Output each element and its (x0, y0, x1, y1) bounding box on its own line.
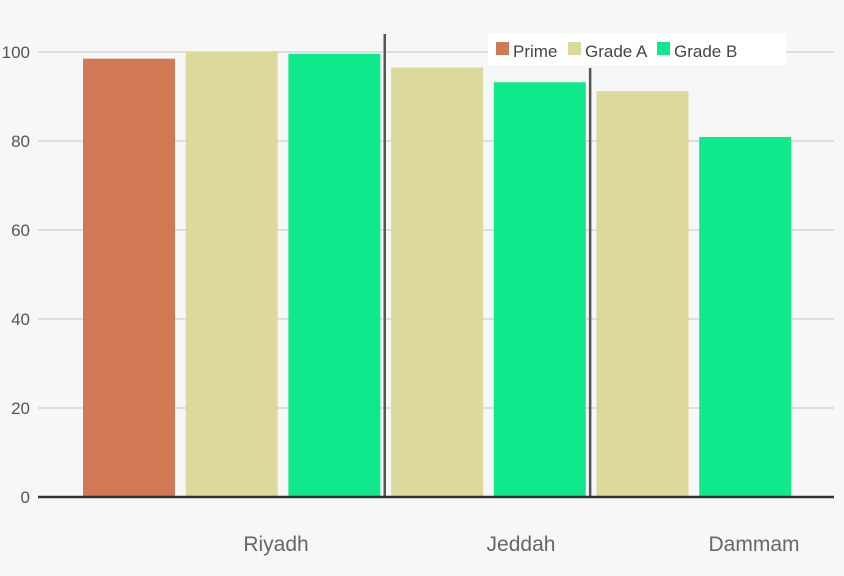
x-tick-label: Dammam (708, 533, 799, 556)
bar-jeddah-grade-b[interactable] (493, 82, 586, 497)
bar-riyadh-prime[interactable] (83, 58, 175, 498)
legend-swatch (568, 42, 581, 55)
legend[interactable]: Prime Grade A Grade B (488, 33, 786, 65)
legend-swatch (496, 42, 509, 55)
legend-label: Prime (513, 42, 557, 61)
y-tick-label: 40 (11, 310, 30, 329)
legend-box (488, 33, 786, 65)
y-tick-label: 0 (21, 488, 30, 507)
bar-riyadh-grade-a[interactable] (185, 52, 278, 497)
bar-dammam-grade-a[interactable] (596, 91, 689, 497)
bar-jeddah-grade-a[interactable] (391, 67, 484, 497)
y-tick-label: 80 (11, 132, 30, 151)
y-tick-label: 100 (2, 43, 30, 62)
legend-swatch (657, 42, 670, 55)
x-tick-label: Riyadh (243, 533, 308, 556)
legend-label: Grade A (585, 42, 648, 61)
x-axis-ticks: Riyadh Jeddah Dammam (243, 533, 799, 556)
group-separators (383, 34, 592, 497)
bar-dammam-grade-b[interactable] (699, 136, 792, 497)
y-axis-ticks: 0 20 40 60 80 100 (2, 43, 30, 507)
bars (83, 52, 792, 498)
bar-riyadh-grade-b[interactable] (288, 53, 381, 497)
legend-label: Grade B (674, 42, 737, 61)
y-tick-label: 60 (11, 221, 30, 240)
y-tick-label: 20 (11, 399, 30, 418)
x-tick-label: Jeddah (487, 533, 556, 556)
